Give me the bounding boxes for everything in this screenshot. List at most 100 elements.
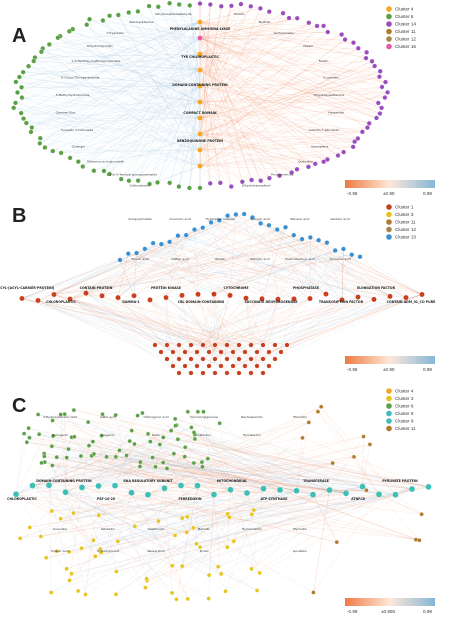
network-edge	[98, 490, 297, 516]
network-edge	[52, 465, 396, 495]
network-edge	[131, 430, 182, 486]
network-node	[113, 412, 118, 418]
network-edge	[114, 485, 228, 514]
network-edge	[199, 21, 211, 184]
network-edge	[44, 85, 201, 148]
node-label: DOMAIN-CONTAINING PROTEIN	[172, 83, 228, 87]
network-edge	[48, 485, 52, 511]
network-edge	[280, 298, 295, 353]
network-edge	[181, 213, 245, 296]
network-edge	[15, 81, 201, 119]
network-edge	[69, 298, 240, 374]
network-edge	[172, 299, 343, 353]
network-edge	[102, 20, 201, 135]
network-edge	[199, 11, 270, 151]
network-edge	[180, 485, 260, 574]
network-edge	[199, 53, 270, 179]
network-edge	[199, 6, 251, 87]
network-edge	[169, 3, 201, 39]
network-node	[35, 297, 41, 304]
network-edge	[210, 222, 295, 299]
network-edge	[199, 5, 232, 103]
node-label: ATP SYNTHASE	[261, 497, 288, 501]
network-edge	[53, 294, 240, 360]
node-label: Isorhamnetin	[274, 31, 294, 35]
network-edge	[42, 48, 201, 167]
network-node	[363, 55, 369, 61]
network-node	[175, 437, 181, 442]
network-edge	[199, 21, 243, 182]
node-label: CONTAIN ADM_01_CO PURE	[387, 300, 436, 304]
network-edge	[227, 215, 327, 295]
network-edge	[41, 51, 201, 151]
network-edge	[335, 250, 423, 295]
network-edge	[65, 492, 228, 548]
network-edge	[199, 48, 359, 167]
network-edge	[214, 296, 359, 360]
network-node	[197, 83, 203, 89]
network-edge	[230, 437, 303, 490]
network-edge	[199, 69, 339, 156]
network-edge	[40, 21, 201, 139]
legend-swatch	[386, 211, 392, 218]
network-edge	[119, 259, 135, 296]
network-node	[211, 291, 217, 297]
network-edge	[85, 227, 286, 294]
network-edge	[326, 242, 343, 300]
node-label: TYR CHLOROPLASTIC	[181, 55, 219, 59]
network-node	[176, 342, 182, 348]
network-edge	[103, 37, 201, 172]
node-label: Tricetin	[233, 12, 245, 16]
network-edge	[199, 21, 354, 43]
network-edge	[147, 456, 355, 495]
network-node	[180, 515, 185, 521]
network-edge	[21, 97, 201, 119]
network-edge	[199, 53, 221, 183]
network-node	[223, 589, 228, 594]
network-edge	[149, 133, 201, 185]
network-edge	[131, 492, 173, 566]
network-edge	[166, 468, 231, 490]
network-node	[176, 356, 182, 362]
network-node	[307, 295, 313, 302]
network-edge	[13, 101, 201, 108]
node-label: Hesperidin	[328, 111, 344, 115]
network-edge	[21, 85, 201, 88]
network-edge	[199, 61, 373, 151]
network-edge	[199, 61, 373, 71]
network-node	[199, 460, 205, 465]
network-node	[91, 538, 96, 543]
network-edge	[166, 299, 375, 360]
network-edge	[52, 85, 201, 152]
network-edge	[32, 456, 116, 486]
network-edge	[71, 486, 429, 574]
network-edge	[199, 13, 284, 55]
network-edge	[34, 57, 201, 151]
network-node	[49, 508, 54, 514]
network-edge	[98, 485, 337, 543]
network-node	[135, 178, 141, 184]
network-node	[392, 491, 399, 498]
network-edge	[32, 485, 188, 517]
network-edge	[309, 240, 319, 299]
network-edge	[190, 295, 231, 374]
network-edge	[101, 239, 303, 296]
network-edge	[200, 488, 413, 548]
network-edge	[40, 138, 201, 167]
network-edge	[259, 488, 413, 574]
network-node	[260, 370, 266, 376]
node-label: CBL DOMAIN-CONTAINING	[178, 300, 225, 304]
network-edge	[101, 243, 154, 296]
network-edge	[26, 442, 347, 494]
network-edge	[117, 297, 180, 360]
node-label: Dihydromyricetin	[87, 44, 113, 48]
network-edge	[37, 300, 264, 346]
network-edge	[251, 489, 281, 515]
network-edge	[177, 235, 199, 295]
network-edge	[20, 492, 132, 539]
node-label: TRANSCRIPTION FACTOR	[319, 300, 364, 304]
network-edge	[199, 165, 221, 183]
network-edge	[199, 4, 242, 167]
